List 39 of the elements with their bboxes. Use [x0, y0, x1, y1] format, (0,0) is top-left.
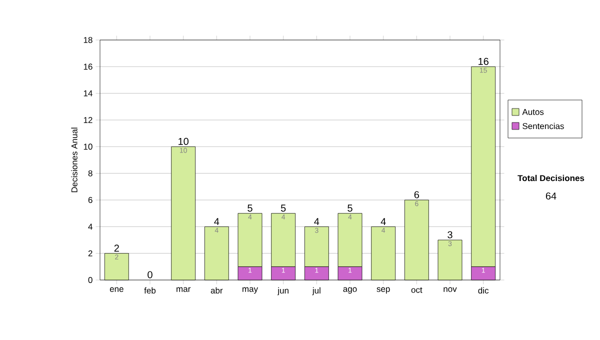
x-tick-label: oct	[411, 287, 422, 293]
y-tick-label: 16	[84, 64, 92, 70]
total-label: 5	[248, 204, 252, 212]
x-tick-label: jul	[312, 287, 320, 296]
total-label: 0	[148, 271, 152, 278]
total-label: 10	[178, 138, 189, 145]
y-axis-title: Decisiones Anual	[71, 128, 78, 192]
y-tick-label: 0	[88, 276, 92, 284]
x-tick-label: jun	[277, 287, 288, 296]
total-label: 4	[380, 218, 386, 225]
x-tick-label: dic	[478, 287, 489, 294]
total-label: 4	[314, 218, 320, 225]
y-tick-label: 4	[88, 224, 92, 230]
y-tick-label: 6	[88, 196, 92, 203]
x-tick-label: nov	[444, 287, 457, 292]
y-tick-label: 14	[84, 90, 92, 96]
total-label: 6	[414, 191, 420, 198]
total-label: 5	[348, 204, 352, 212]
total-label: 5	[280, 204, 286, 212]
y-tick-label: 12	[84, 117, 92, 123]
legend-label: Sentencias	[522, 122, 564, 130]
x-tick-label: mar	[176, 287, 191, 292]
total-label: 2	[114, 244, 119, 252]
y-tick-label: 2	[88, 250, 92, 256]
total-label: 4	[214, 218, 220, 225]
legend-label: Autos	[522, 109, 544, 115]
y-tick-label: 8	[88, 170, 92, 176]
y-tick-label: 18	[84, 36, 92, 43]
x-tick-label: ago	[343, 287, 357, 294]
x-tick-label: may	[242, 287, 258, 294]
x-tick-label: ene	[110, 287, 124, 292]
text: 64	[546, 192, 556, 200]
x-tick-label: abr	[210, 287, 223, 294]
x-tick-label: feb	[144, 287, 156, 294]
total-label: 3	[448, 231, 452, 238]
text: Total Decisiones	[518, 174, 584, 182]
x-tick-label: sep	[376, 287, 390, 294]
total-label: 16	[478, 58, 488, 65]
y-tick-label: 10	[84, 144, 92, 150]
